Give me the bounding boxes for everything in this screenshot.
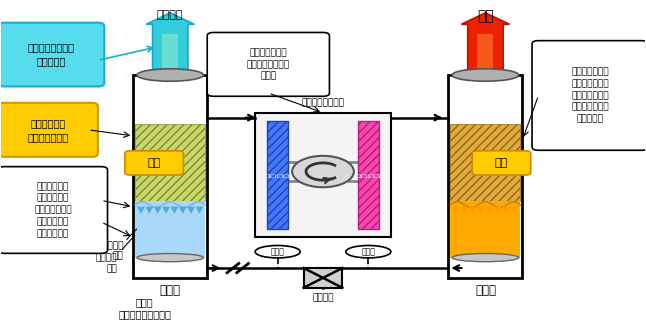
Text: 温度が高く、
湿度の高い空気: 温度が高く、 湿度の高い空気 [28, 118, 68, 142]
Bar [133, 75, 207, 278]
Polygon shape [137, 207, 145, 214]
Polygon shape [461, 207, 468, 214]
FancyBboxPatch shape [532, 41, 646, 150]
Polygon shape [145, 207, 153, 214]
Polygon shape [469, 207, 477, 214]
Bar [448, 75, 523, 278]
Text: 外気: 外気 [495, 158, 508, 168]
Ellipse shape [452, 253, 519, 262]
FancyBboxPatch shape [0, 167, 107, 253]
Text: 熱
交
換
器: 熱 交 換 器 [356, 173, 381, 177]
Bar [135, 201, 205, 258]
Ellipse shape [255, 246, 300, 258]
Ellipse shape [137, 69, 203, 81]
FancyArrow shape [146, 13, 194, 75]
Polygon shape [511, 207, 519, 214]
Text: 処理機: 処理機 [160, 284, 181, 297]
Bar [358, 121, 379, 229]
Bar [450, 201, 521, 258]
FancyArrow shape [461, 13, 510, 75]
Circle shape [292, 156, 354, 187]
Text: 冷却・除湿された
快適な空気: 冷却・除湿された 快適な空気 [28, 43, 75, 67]
Bar [304, 268, 342, 288]
Text: 排気: 排気 [477, 10, 494, 23]
Text: 気液接触
触器: 気液接触 触器 [102, 241, 123, 261]
Polygon shape [187, 207, 195, 214]
Polygon shape [477, 207, 485, 214]
Text: 気液接触
触器: 気液接触 触器 [96, 253, 117, 273]
FancyBboxPatch shape [472, 151, 531, 175]
Polygon shape [154, 207, 162, 214]
Text: 調湿剤
（塩化リチウム等）: 調湿剤 （塩化リチウム等） [118, 298, 171, 319]
Bar [135, 124, 205, 201]
Text: 加熱した調湿剤
と外気を熱交換
させ、調湿剤の
水分を放出する
ことで濃縮: 加熱した調湿剤 と外気を熱交換 させ、調湿剤の 水分を放出する ことで濃縮 [571, 67, 609, 123]
Bar [267, 121, 288, 229]
FancyBboxPatch shape [0, 23, 104, 86]
Text: ポンプ: ポンプ [271, 247, 285, 256]
FancyBboxPatch shape [0, 103, 98, 157]
Polygon shape [171, 207, 178, 214]
Bar [255, 113, 391, 237]
Polygon shape [179, 207, 187, 214]
Ellipse shape [346, 246, 391, 258]
FancyArrow shape [162, 34, 178, 71]
FancyBboxPatch shape [207, 32, 329, 96]
Ellipse shape [137, 253, 203, 262]
Polygon shape [452, 207, 460, 214]
Text: 建物内へ: 建物内へ [157, 10, 183, 19]
Text: 再生機: 再生機 [475, 284, 496, 297]
Text: 冷却した調湿
剤と空気を接
触させることで
空気の冷却と
除湿を行う。: 冷却した調湿 剤と空気を接 触させることで 空気の冷却と 除湿を行う。 [34, 182, 72, 238]
FancyBboxPatch shape [125, 151, 183, 175]
Polygon shape [494, 207, 502, 214]
Text: ヒートポンプなど: ヒートポンプなど [302, 99, 344, 108]
Polygon shape [503, 207, 510, 214]
FancyArrow shape [477, 34, 494, 71]
Polygon shape [196, 207, 203, 214]
Bar [450, 124, 521, 201]
Text: 熱
交
換
器: 熱 交 換 器 [265, 173, 290, 177]
Ellipse shape [452, 69, 519, 81]
Text: 調湿剤の温度や
濃度を制御しなが
ら循環: 調湿剤の温度や 濃度を制御しなが ら循環 [247, 48, 290, 81]
Text: 外気: 外気 [147, 158, 161, 168]
Text: ポンプ: ポンプ [361, 247, 375, 256]
Polygon shape [162, 207, 170, 214]
Polygon shape [486, 207, 494, 214]
Text: 熱交換器: 熱交換器 [312, 294, 334, 303]
